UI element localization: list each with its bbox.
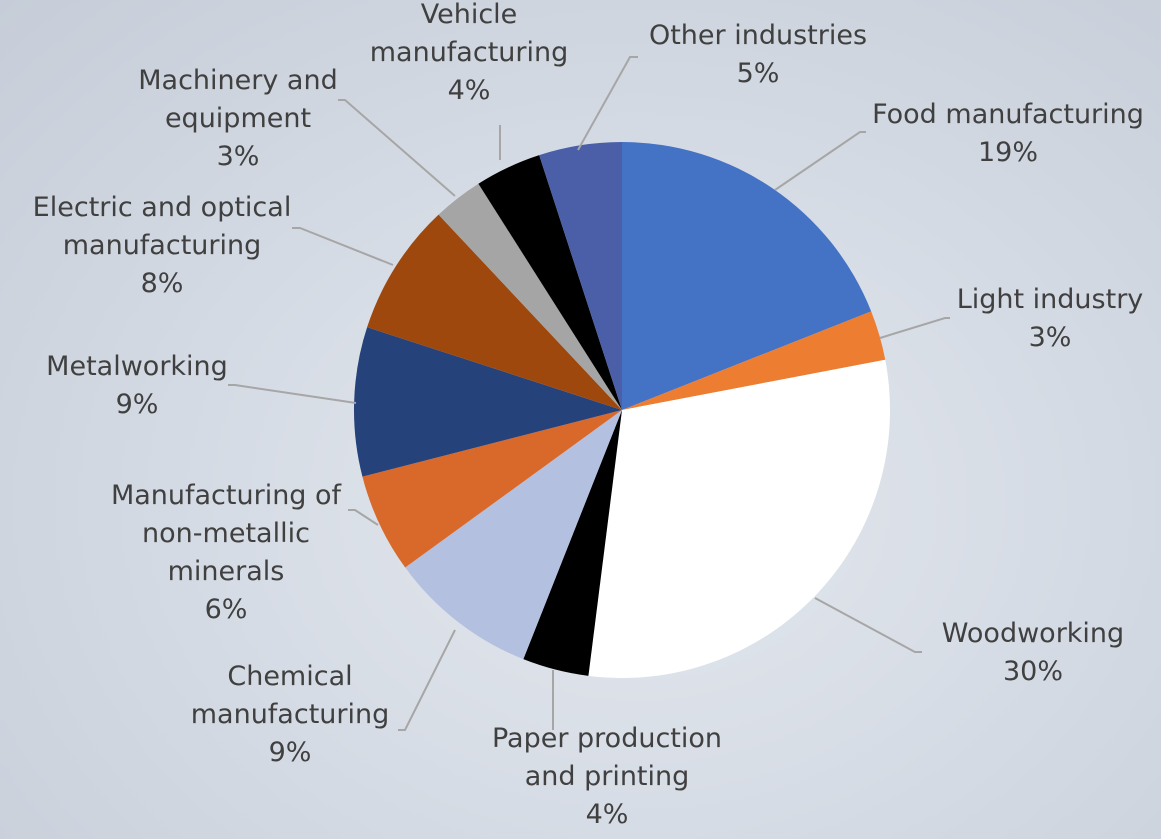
data-label-category: equipment — [165, 103, 311, 134]
data-label-percent: 4% — [586, 799, 629, 830]
leader-line-electric-and-optical-manufacturing — [292, 227, 394, 266]
data-label-electric-and-optical-manufacturing: Electric and optical manufacturing 8% — [33, 192, 292, 299]
pie-slice-woodworking — [588, 359, 890, 679]
pie-slices — [354, 142, 890, 679]
data-label-percent: 4% — [448, 75, 491, 106]
leader-line-chemical-manufacturing — [398, 629, 456, 731]
leader-lines — [228, 56, 950, 731]
data-label-other-industries: Other industries 5% — [649, 20, 867, 89]
leader-line-light-industry — [879, 317, 950, 339]
data-label-category: Food manufacturing — [872, 99, 1144, 130]
data-label-woodworking: Woodworking 30% — [942, 618, 1124, 687]
data-label-percent: 8% — [141, 268, 184, 299]
data-label-percent: 9% — [116, 389, 159, 420]
pie-slice-light-industry — [622, 311, 886, 410]
data-label-category: and printing — [525, 761, 690, 792]
data-label-percent: 3% — [217, 141, 260, 172]
data-label-category: Woodworking — [942, 618, 1124, 649]
pie-slice-electric-and-optical-manufacturing — [367, 214, 622, 410]
data-label-category: Metalworking — [46, 351, 228, 382]
data-label-manufacturing-of-non-metallic-minerals: Manufacturing of non-metallic minerals 6% — [111, 480, 343, 625]
data-label-category: non-metallic — [142, 518, 310, 549]
data-label-category: Other industries — [649, 20, 867, 51]
data-label-light-industry: Light industry 3% — [957, 284, 1144, 353]
data-label-category: Paper production — [492, 723, 722, 754]
pie-slice-food-manufacturing — [622, 142, 872, 410]
data-label-category: Chemical — [227, 661, 352, 692]
data-label-food-manufacturing: Food manufacturing 19% — [872, 99, 1144, 168]
pie-slice-other-industries — [539, 142, 622, 410]
data-labels: Food manufacturing 19% Light industry 3% Woo… — [33, 0, 1144, 830]
data-label-category: Vehicle — [421, 0, 518, 30]
data-label-percent: 6% — [205, 594, 248, 625]
data-label-category: Electric and optical — [33, 192, 292, 223]
leader-line-manufacturing-of-non-metallic-minerals — [348, 509, 379, 526]
data-label-metalworking: Metalworking 9% — [46, 351, 228, 420]
data-label-percent: 30% — [1003, 656, 1063, 687]
data-label-category: manufacturing — [370, 37, 569, 68]
pie-slice-paper-production-and-printing — [523, 410, 622, 676]
data-label-category: Manufacturing of — [111, 480, 343, 511]
data-label-category: Machinery and — [138, 65, 337, 96]
data-label-category: manufacturing — [191, 699, 390, 730]
data-label-vehicle-manufacturing: Vehicle manufacturing 4% — [370, 0, 569, 106]
leader-line-machinery-and-equipment — [338, 99, 456, 197]
pie-slice-vehicle-manufacturing — [478, 155, 622, 410]
leader-line-other-industries — [577, 56, 638, 151]
data-label-paper-production-and-printing: Paper production and printing 4% — [492, 723, 722, 830]
leader-line-metalworking — [228, 384, 357, 404]
leader-line-food-manufacturing — [774, 131, 866, 191]
pie-slice-machinery-and-equipment — [438, 183, 622, 410]
data-label-percent: 9% — [269, 737, 312, 768]
leader-line-woodworking — [814, 597, 922, 653]
pie-slice-manufacturing-of-non-metallic-minerals — [362, 410, 622, 568]
pie-slice-metalworking — [354, 327, 622, 477]
data-label-category: manufacturing — [63, 230, 262, 261]
data-label-percent: 3% — [1029, 322, 1072, 353]
pie-slice-chemical-manufacturing — [405, 410, 622, 660]
data-label-machinery-and-equipment: Machinery and equipment 3% — [138, 65, 337, 172]
data-label-category: Light industry — [957, 284, 1144, 315]
data-label-percent: 19% — [978, 137, 1038, 168]
data-label-percent: 5% — [737, 58, 780, 89]
data-label-category: minerals — [168, 556, 285, 587]
data-label-chemical-manufacturing: Chemical manufacturing 9% — [191, 661, 390, 768]
